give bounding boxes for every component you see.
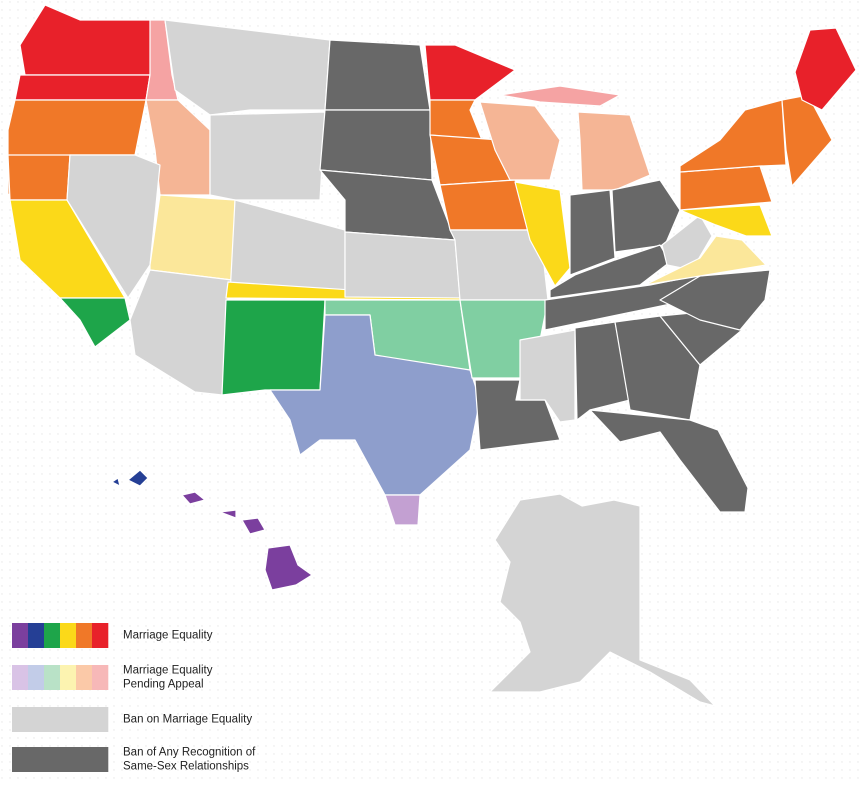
legend-swatch (44, 623, 61, 648)
legend-swatch (28, 623, 45, 648)
region (589, 409, 749, 513)
region (569, 189, 616, 276)
legend-swatch (60, 623, 77, 648)
region (574, 321, 631, 421)
region (59, 297, 131, 348)
region (149, 194, 236, 281)
region (319, 109, 433, 181)
region (794, 27, 857, 111)
legend-label: Ban on Marriage Equality (123, 714, 252, 726)
legend: Marriage Equality Marriage Equality Pendin… (12, 623, 256, 773)
region (644, 235, 767, 286)
region (429, 99, 483, 141)
legend-swatch (92, 665, 109, 690)
region (221, 299, 326, 396)
region (127, 469, 149, 487)
legend-swatch (92, 623, 109, 648)
legend-swatch (12, 707, 109, 732)
region (181, 491, 206, 505)
region (7, 154, 71, 201)
legend-swatch (76, 665, 93, 690)
region (489, 493, 716, 707)
region (209, 111, 326, 201)
region (614, 315, 701, 421)
region (344, 231, 461, 299)
region (679, 165, 773, 211)
legend-swatch (28, 665, 45, 690)
region (679, 204, 773, 237)
region (479, 101, 561, 181)
region (241, 517, 266, 535)
region (424, 44, 516, 101)
region (269, 314, 481, 496)
legend-label: Marriage Equality (123, 630, 213, 642)
region (324, 39, 431, 111)
legend-swatch (12, 623, 29, 648)
legend-label: Pending Appeal (123, 679, 204, 691)
legend-swatch (60, 665, 77, 690)
region (111, 477, 121, 487)
region (514, 181, 571, 287)
region (661, 214, 713, 271)
legend-swatch (76, 623, 93, 648)
legend-label: Same-Sex Relationships (123, 761, 249, 773)
legend-swatch (12, 665, 29, 690)
region (611, 179, 681, 253)
legend-swatch (12, 747, 109, 772)
region (264, 544, 313, 591)
legend-label: Ban of Any Recognition of (123, 747, 256, 759)
region (384, 494, 421, 526)
legend-label: Marriage Equality (123, 665, 213, 677)
region (14, 74, 151, 101)
region (499, 85, 621, 107)
legend-swatch (44, 665, 61, 690)
states (7, 4, 857, 707)
region (219, 509, 237, 519)
